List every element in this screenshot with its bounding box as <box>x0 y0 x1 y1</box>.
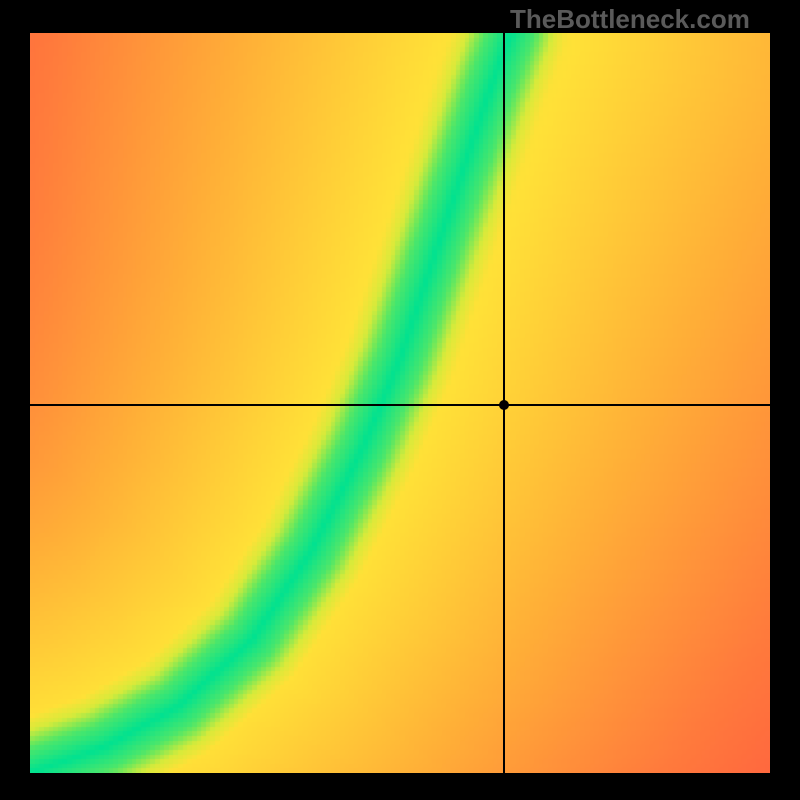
heatmap-canvas <box>30 33 770 773</box>
figure-frame: TheBottleneck.com <box>0 0 800 800</box>
watermark-text: TheBottleneck.com <box>510 4 750 35</box>
crosshair-horizontal <box>30 404 770 406</box>
crosshair-marker <box>499 400 509 410</box>
plot-area <box>30 33 770 773</box>
